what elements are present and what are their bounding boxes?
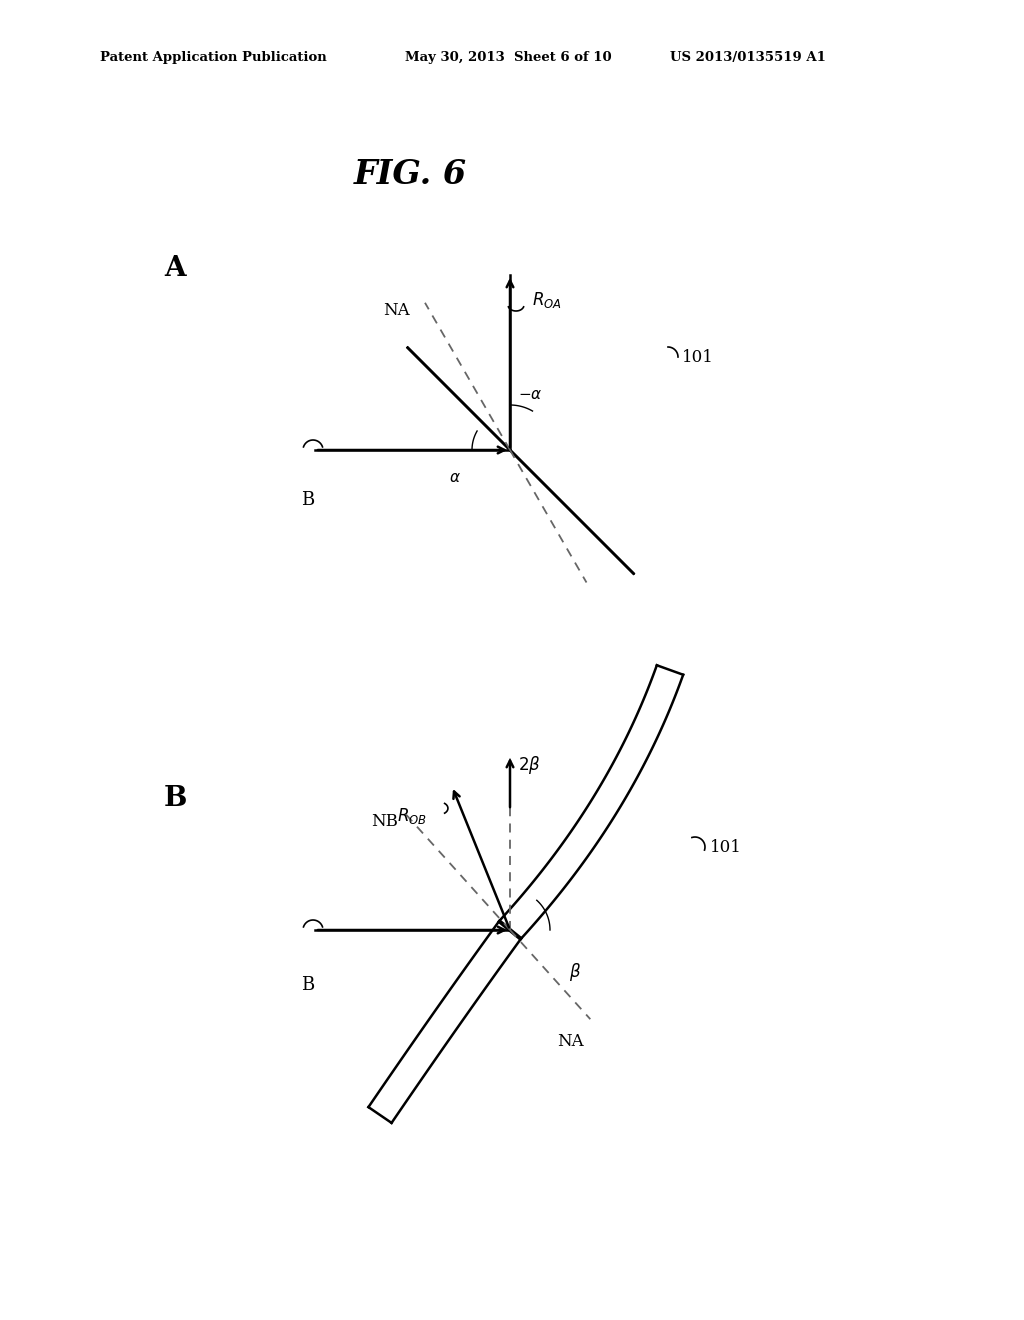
Text: $-\alpha$: $-\alpha$ xyxy=(518,388,543,403)
Text: US 2013/0135519 A1: US 2013/0135519 A1 xyxy=(670,51,826,65)
Text: B: B xyxy=(301,491,314,510)
Text: B: B xyxy=(301,975,314,994)
Text: $R_{OA}$: $R_{OA}$ xyxy=(532,290,562,310)
Text: May 30, 2013  Sheet 6 of 10: May 30, 2013 Sheet 6 of 10 xyxy=(406,51,611,65)
Text: B: B xyxy=(163,784,186,812)
Text: $\alpha$: $\alpha$ xyxy=(450,471,461,484)
Text: 101: 101 xyxy=(682,348,714,366)
Text: Patent Application Publication: Patent Application Publication xyxy=(100,51,327,65)
Text: A: A xyxy=(164,255,185,281)
Text: $2\beta$: $2\beta$ xyxy=(518,754,541,776)
Text: $\beta$: $\beta$ xyxy=(569,961,581,983)
Text: NA: NA xyxy=(383,302,410,319)
Text: $R_{OB}$: $R_{OB}$ xyxy=(397,807,427,826)
Text: 101: 101 xyxy=(710,838,741,855)
Text: FIG. 6: FIG. 6 xyxy=(353,158,467,191)
Polygon shape xyxy=(407,347,635,574)
Text: NA: NA xyxy=(557,1032,584,1049)
Text: NB: NB xyxy=(371,813,398,829)
